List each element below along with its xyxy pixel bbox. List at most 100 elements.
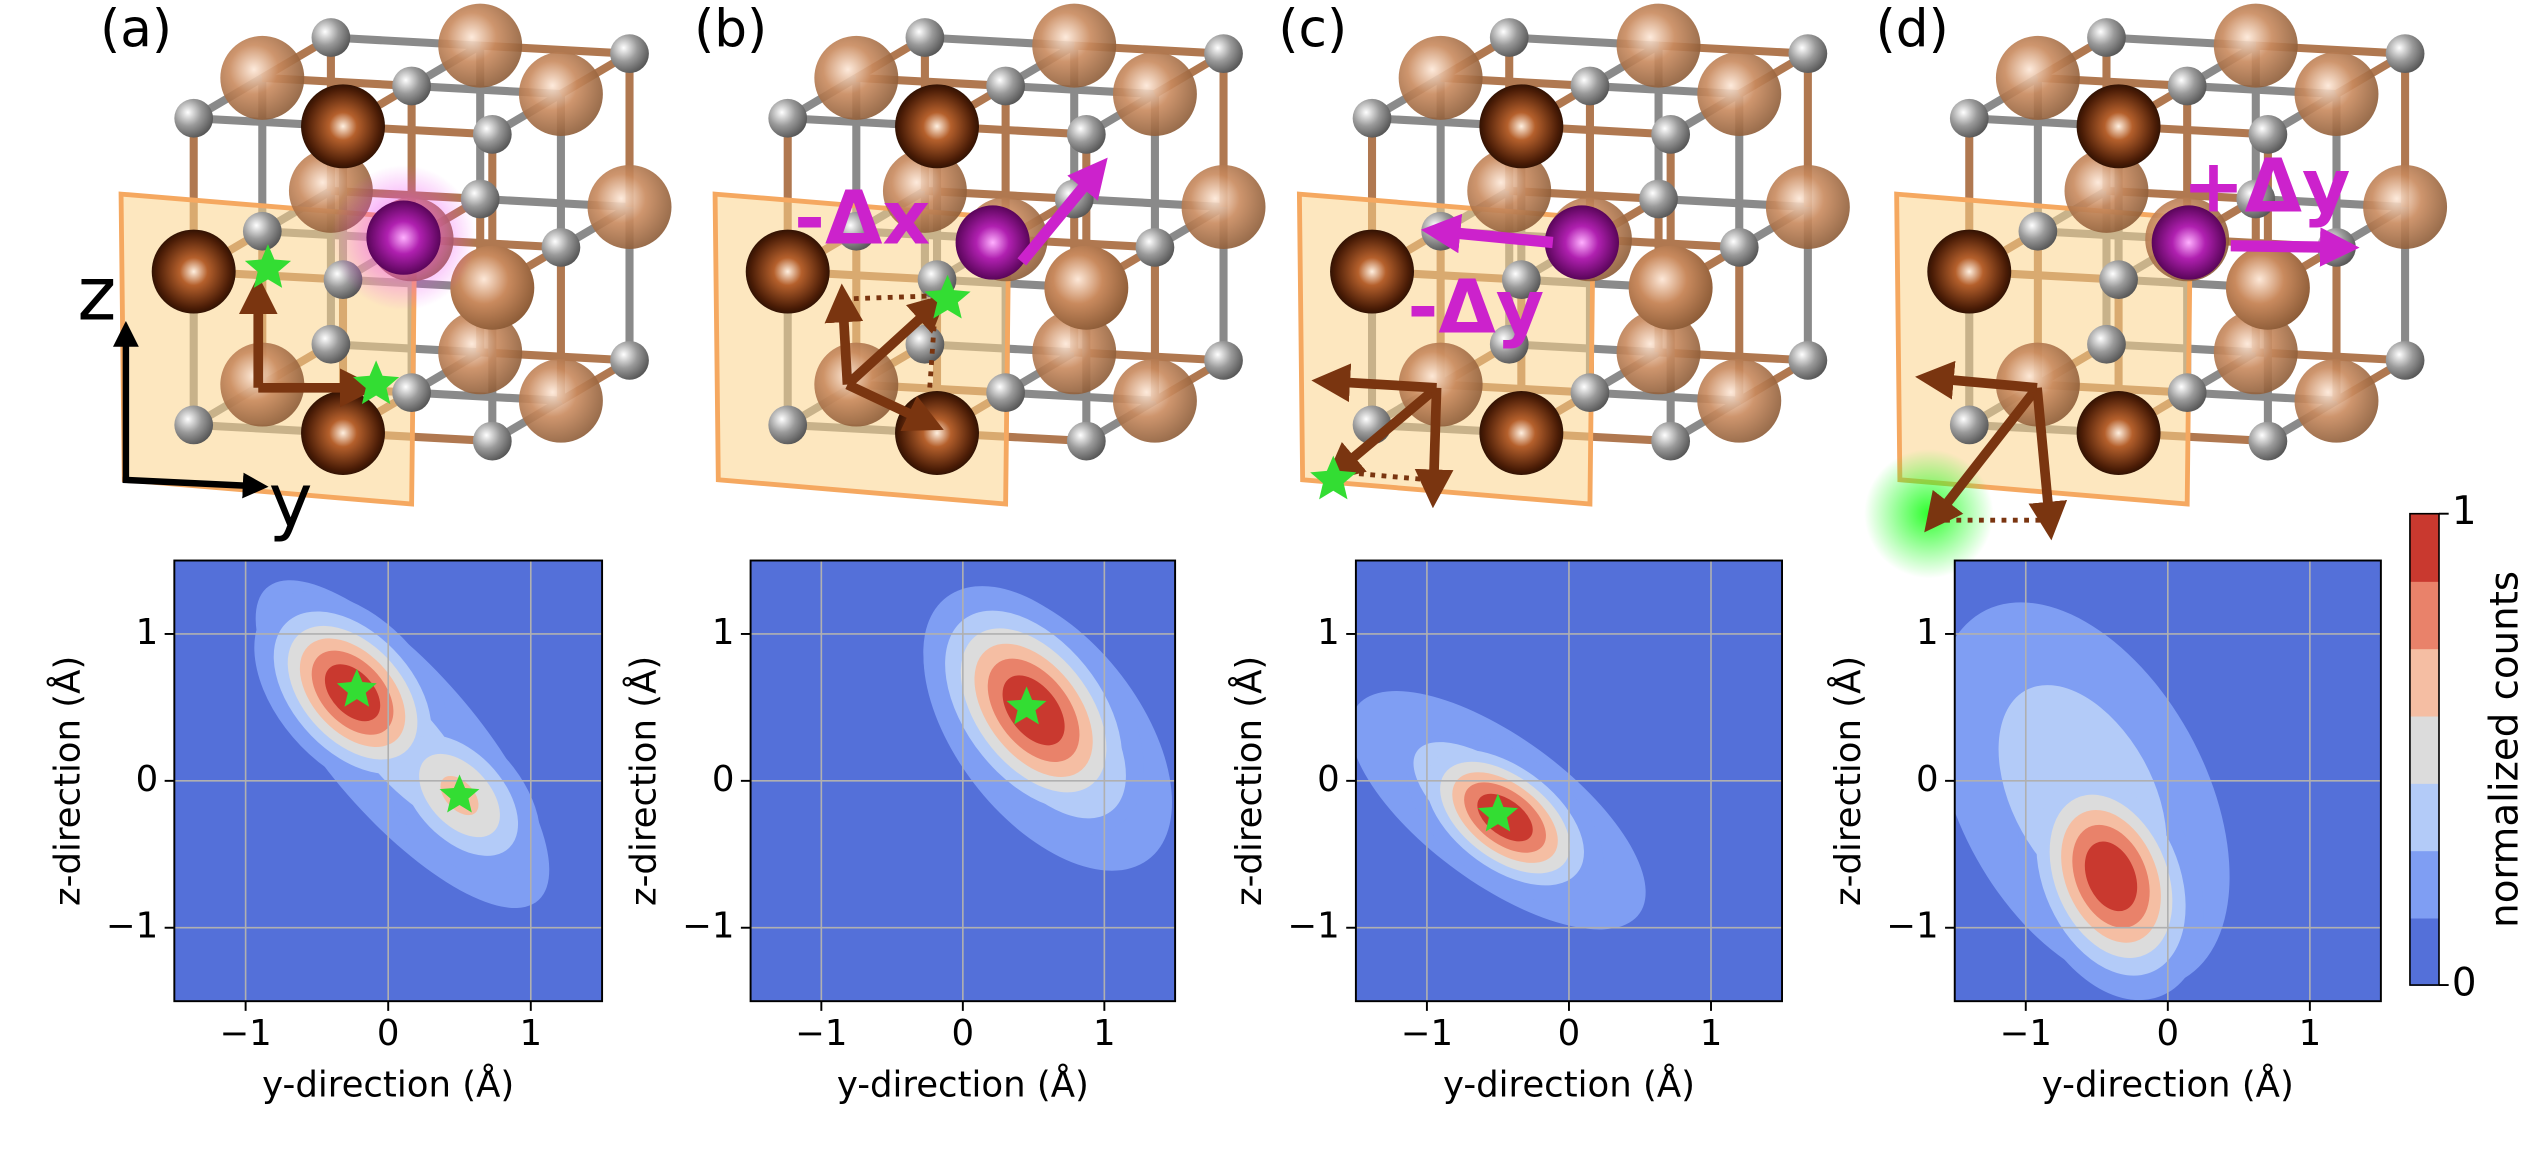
vacancy-atom: [1544, 205, 1620, 280]
atom-large: [438, 3, 523, 88]
atom-large: [1628, 245, 1713, 330]
colorbar-segment: [2409, 850, 2439, 919]
x-tick-label: −1: [219, 1013, 271, 1054]
atom-small: [541, 227, 581, 267]
annotation: -Δx: [794, 175, 930, 262]
atom-small: [311, 324, 351, 364]
atom-large: [151, 229, 236, 314]
atom-large: [1398, 35, 1483, 120]
y-axis-label: z-direction (Å): [622, 656, 665, 906]
arrow: [1924, 384, 2041, 533]
atom-small: [2018, 211, 2058, 251]
y-axis-label: z-direction (Å): [45, 656, 88, 906]
y-tick-label: −1: [106, 906, 158, 947]
contour-plot: [750, 560, 1176, 1002]
atom-small: [2385, 340, 2425, 380]
colorbar-tick-label: 1: [2452, 489, 2477, 534]
atom-large: [814, 35, 899, 120]
colorbar-segment: [2409, 648, 2439, 717]
atom-small: [1788, 34, 1828, 74]
x-tick-label: 0: [952, 1013, 975, 1054]
arrow: [2028, 387, 2068, 541]
panel-label: (a): [100, 0, 172, 60]
atom-large: [1112, 52, 1197, 136]
x-axis-label: y-direction (Å): [262, 1063, 514, 1106]
atom-small: [768, 405, 808, 445]
x-tick-label: 0: [2157, 1013, 2180, 1054]
colorbar-segment: [2409, 783, 2439, 852]
atom-small: [1570, 66, 1610, 106]
atom-large: [2213, 310, 2298, 395]
atom-small: [472, 115, 512, 154]
atom-small: [242, 211, 282, 251]
atom-small: [311, 18, 351, 57]
atom-small: [1639, 179, 1678, 219]
crystal-illustration: [1296, 3, 1850, 509]
x-tick-label: −1: [1401, 1013, 1453, 1054]
vacancy-atom: [366, 200, 441, 275]
atom-large: [1032, 3, 1117, 88]
atom-small: [392, 373, 431, 413]
arrow: [845, 380, 944, 431]
atom-small: [986, 66, 1025, 106]
contour-plot: [1954, 560, 2381, 1002]
atom-large: [1330, 229, 1415, 314]
colorbar-segment: [2409, 513, 2439, 582]
x-tick-label: 0: [377, 1013, 400, 1054]
atom-large: [882, 148, 967, 233]
atom-small: [905, 18, 945, 57]
atom-small: [2167, 373, 2207, 413]
atom-small: [1949, 98, 1989, 138]
marker-star: [336, 668, 377, 707]
axis-letter: z: [77, 251, 116, 338]
atom-small: [768, 98, 808, 138]
arrow: [824, 283, 864, 385]
vacancy-atom: [955, 205, 1030, 280]
x-tick-label: −1: [795, 1013, 847, 1054]
atom-large: [2363, 165, 2448, 249]
atom-large: [1032, 310, 1117, 395]
atom-large: [1112, 358, 1197, 443]
axis-letter: y: [269, 457, 313, 544]
contour-level: [2084, 841, 2138, 912]
atom-large: [587, 165, 672, 249]
atom-small: [1066, 421, 1106, 461]
atom-small: [174, 405, 214, 445]
atom-small: [1489, 18, 1529, 57]
atom-large: [1479, 391, 1564, 475]
atom-large: [1995, 35, 2080, 120]
y-axis-label: z-direction (Å): [1227, 656, 1270, 906]
atom-large: [2225, 245, 2310, 330]
atom-small: [2099, 260, 2138, 300]
panel-label: (c): [1278, 0, 1347, 60]
atom-large: [895, 391, 979, 475]
star: [244, 244, 292, 288]
atom-large: [1697, 52, 1782, 136]
axis-arrow: [122, 472, 269, 499]
annotation: +Δy: [2182, 142, 2350, 229]
atom-large: [518, 358, 603, 443]
arrow: [1324, 384, 1440, 482]
x-tick-label: 1: [2299, 1013, 2322, 1054]
y-tick-label: 1: [1317, 612, 1340, 653]
atom-large: [2064, 148, 2149, 233]
arrow: [2230, 227, 2360, 267]
atom-large: [1765, 165, 1850, 249]
atom-small: [1135, 227, 1175, 267]
atom-small: [1352, 98, 1392, 138]
atom-small: [1949, 405, 1989, 445]
atom-large: [2213, 3, 2298, 88]
colorbar-segment: [2409, 715, 2439, 784]
atom-large: [2294, 358, 2379, 443]
atom-large: [1995, 342, 2080, 427]
crystal-illustration: [1864, 3, 2448, 579]
atom-small: [392, 66, 431, 106]
atom-large: [1697, 358, 1782, 443]
panel-label: (b): [694, 0, 767, 60]
star: [1310, 455, 1357, 500]
atom-small: [610, 34, 649, 74]
atom-large: [1616, 310, 1701, 395]
atom-small: [1204, 34, 1243, 74]
annotation: -Δy: [1408, 263, 1545, 350]
contour-plot: [1355, 560, 1783, 1002]
